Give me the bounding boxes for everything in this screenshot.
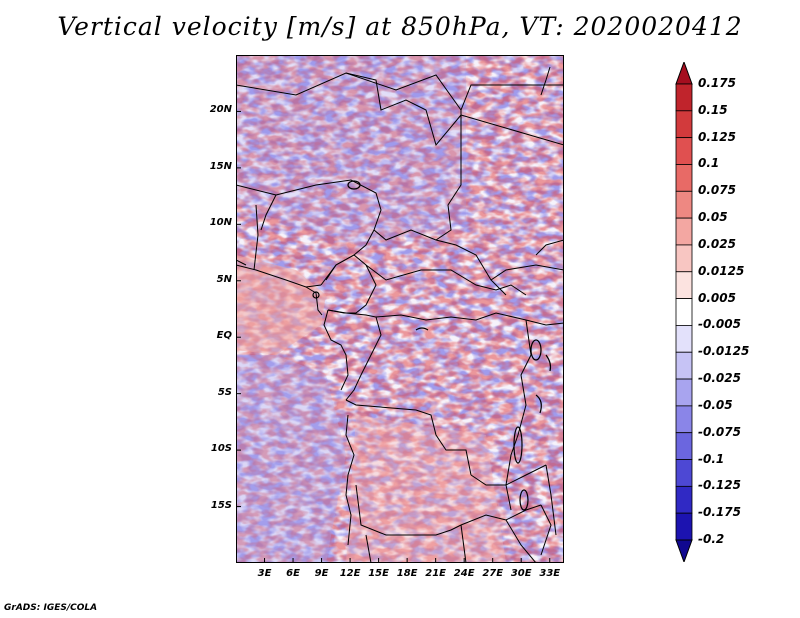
colorbar-label: 0.1	[698, 156, 720, 171]
colorbar-label: 0.0125	[698, 263, 745, 278]
colorbar-label: 0.005	[698, 290, 736, 305]
lat-label: 5S	[217, 386, 232, 398]
colorbar-bin	[675, 244, 693, 273]
colorbar-bin	[675, 485, 693, 514]
lon-label: 9E	[314, 568, 329, 579]
colorbar-label: 0.025	[698, 236, 736, 251]
grads-credit: GrADS: IGES/COLA	[4, 603, 98, 613]
map-border	[236, 55, 564, 563]
colorbar	[675, 62, 693, 562]
lon-label: 6E	[286, 568, 300, 579]
colorbar-bin	[675, 164, 693, 192]
colorbar-bin	[675, 405, 693, 434]
colorbar-bin	[675, 271, 693, 299]
northern-negative-region	[236, 55, 466, 245]
lat-label: 10N	[209, 217, 232, 229]
colorbar-label: -0.1	[698, 451, 725, 466]
colorbar-label: -0.125	[698, 478, 741, 493]
colorbar-label: 0.05	[698, 210, 728, 225]
lat-label: 10S	[210, 443, 232, 455]
colorbar-bin	[675, 83, 693, 112]
lat-label: EQ	[216, 330, 232, 342]
map-panel	[236, 55, 564, 563]
colorbar-bin	[675, 459, 693, 487]
southern-positive-region	[346, 415, 506, 563]
lon-label: 33E	[539, 568, 561, 579]
colorbar-label: 0.125	[698, 129, 736, 144]
colorbar-min-arrow	[675, 539, 693, 562]
lon-label: 30E	[510, 568, 532, 579]
colorbar-bin	[675, 190, 693, 219]
lon-label: 3E	[257, 568, 272, 579]
colorbar-bin	[675, 298, 693, 326]
lat-label: 15N	[209, 160, 232, 172]
colorbar-label: -0.05	[698, 397, 733, 412]
lon-label: 15E	[368, 568, 389, 579]
map-title: Vertical velocity [m/s] at 850hPa, VT: 2…	[57, 12, 743, 41]
colorbar-label: 0.075	[698, 183, 736, 198]
lakes	[312, 180, 552, 511]
lon-label: 12E	[339, 568, 361, 579]
colorbar-label: -0.075	[698, 424, 741, 439]
lat-label: 15S	[210, 499, 232, 511]
country-boundaries	[236, 66, 564, 563]
colorbar-bin	[675, 110, 693, 139]
colorbar-label: -0.2	[698, 532, 725, 546]
colorbar-bin	[675, 351, 693, 380]
lon-label: 18E	[396, 568, 418, 579]
lat-label: 20N	[209, 104, 232, 116]
colorbar-label: 0.175	[698, 76, 736, 90]
lat-label: 5N	[216, 273, 232, 285]
colorbar-bin	[675, 217, 693, 246]
colorbar-bin	[675, 512, 693, 541]
colorbar-bin	[675, 325, 693, 353]
colorbar-label: -0.025	[698, 371, 741, 386]
colorbar-label: -0.005	[698, 317, 741, 332]
ocean-positive-region	[236, 255, 326, 355]
lon-label: 21E	[425, 568, 447, 579]
colorbar-bin	[675, 137, 693, 165]
colorbar-label: -0.175	[698, 505, 741, 520]
colorbar-label: -0.0125	[698, 344, 750, 359]
colorbar-bin	[675, 432, 693, 460]
axis-ticks	[236, 110, 551, 563]
ocean-negative-region	[236, 355, 346, 563]
lon-label: 24E	[453, 568, 475, 579]
colorbar-label: 0.15	[698, 102, 728, 117]
colorbar-max-arrow	[675, 62, 693, 85]
colorbar-bin	[675, 378, 693, 407]
lon-label: 27E	[482, 568, 504, 579]
